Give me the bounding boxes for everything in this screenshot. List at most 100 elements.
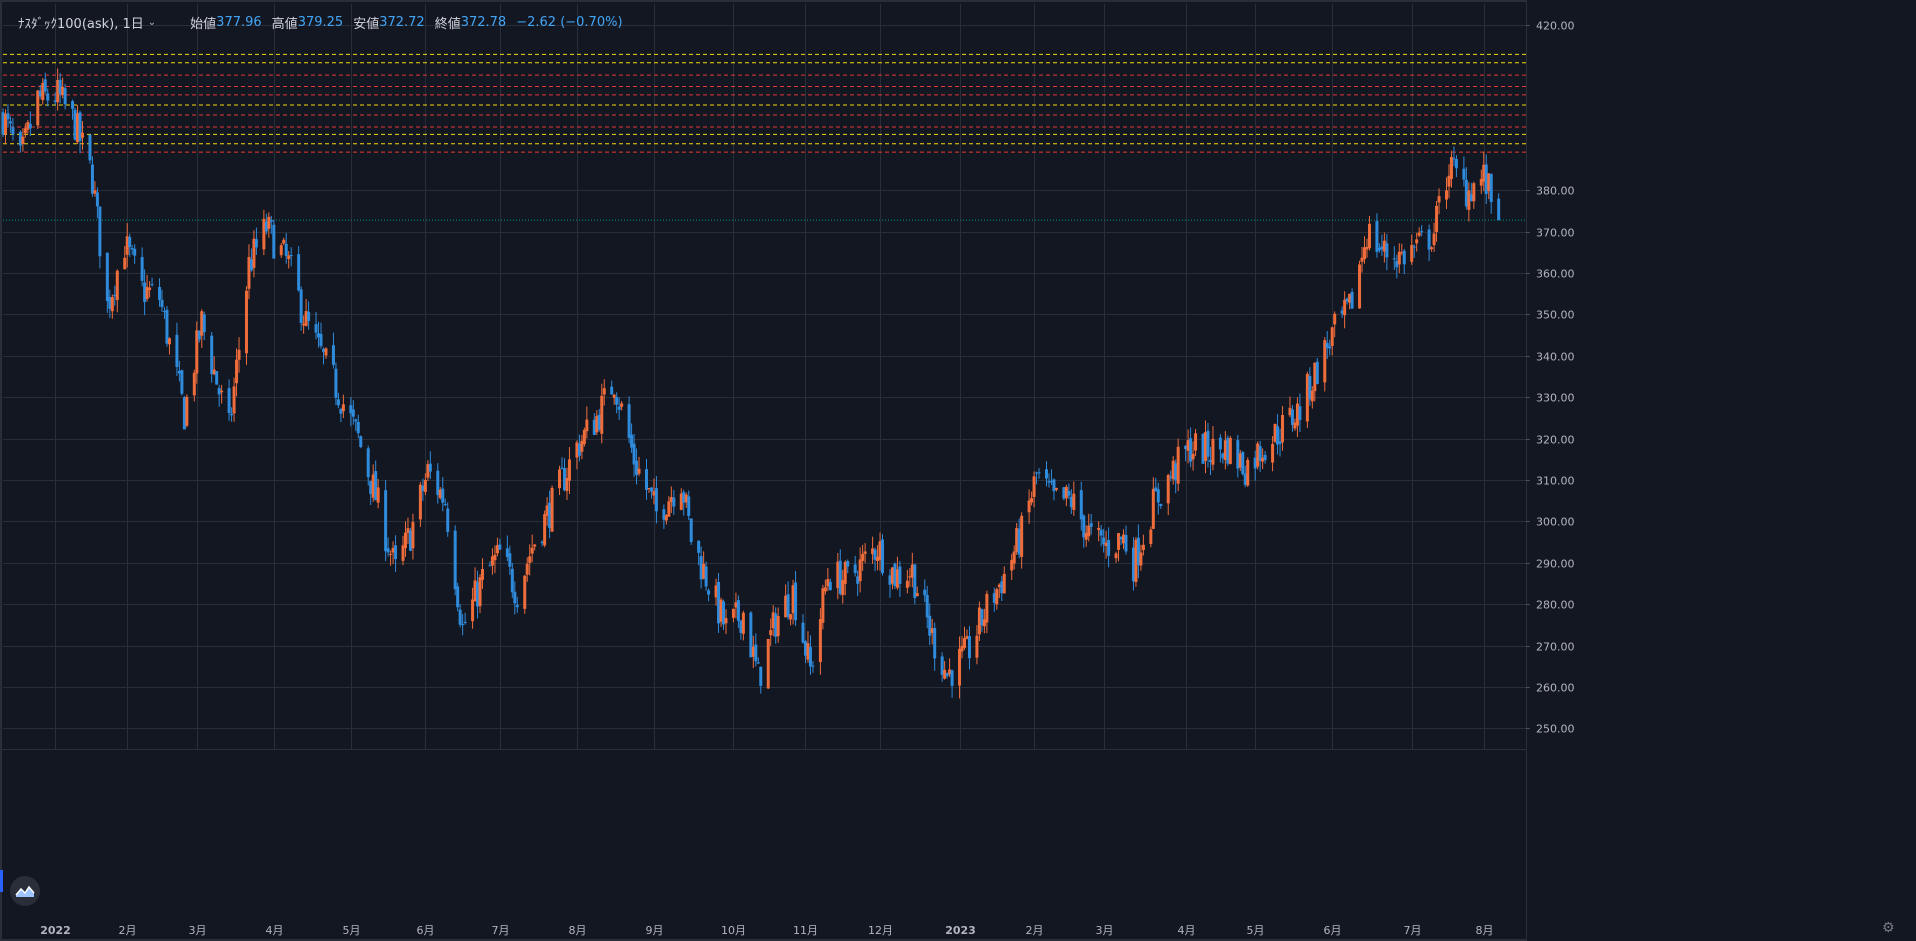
candle-body bbox=[262, 218, 266, 250]
candle-body bbox=[1410, 245, 1414, 262]
candle-body bbox=[925, 595, 929, 618]
candle-body bbox=[232, 386, 236, 414]
candle-body bbox=[341, 404, 345, 412]
candle-body bbox=[167, 338, 171, 345]
time-tick-label: 4月 bbox=[1178, 924, 1196, 937]
candle-body bbox=[1087, 525, 1091, 537]
candle-body bbox=[197, 331, 201, 340]
price-axis[interactable]: 250.00 260.00 270.00 280.00 290.00 300.00 310.… bbox=[1526, 0, 1916, 941]
candle-body bbox=[95, 192, 99, 207]
high-label: 高値 bbox=[271, 17, 298, 32]
candle-body bbox=[1288, 407, 1292, 416]
candle-body bbox=[8, 121, 12, 124]
candle-body bbox=[1134, 539, 1138, 583]
change-value: −2.62 (−0.70%) bbox=[516, 15, 623, 30]
price-tick-label: 310.00 bbox=[1536, 475, 1575, 488]
candle-body bbox=[307, 311, 311, 321]
candle-body bbox=[1228, 438, 1232, 465]
candle-body bbox=[1246, 459, 1250, 486]
candle-body bbox=[992, 593, 996, 603]
candle-body bbox=[1400, 252, 1404, 254]
candle-body bbox=[843, 561, 847, 584]
candle-body bbox=[644, 469, 648, 490]
candle-body bbox=[794, 582, 798, 621]
gear-icon[interactable]: ⚙ bbox=[1882, 920, 1895, 936]
candle-body bbox=[736, 600, 740, 621]
candle-body bbox=[284, 243, 288, 256]
candle-body bbox=[543, 514, 547, 546]
candle-body bbox=[438, 489, 442, 498]
candle-body bbox=[786, 594, 790, 618]
candle-body bbox=[1482, 164, 1486, 182]
candle-body bbox=[719, 599, 723, 622]
candle-body bbox=[56, 79, 60, 103]
candle-body bbox=[349, 405, 353, 414]
time-tick-label: 2月 bbox=[1026, 924, 1044, 937]
horizontal-levels[interactable]: 412.82407.82405.07403.04398.17395.27391.… bbox=[3, 48, 1565, 227]
candle-body bbox=[6, 113, 10, 120]
candle-body bbox=[1382, 240, 1386, 252]
candle-body bbox=[789, 614, 793, 620]
candle-body bbox=[908, 576, 912, 578]
price-tick-label: 280.00 bbox=[1536, 599, 1575, 612]
candle-body bbox=[1462, 168, 1466, 180]
candle-body bbox=[741, 612, 745, 634]
candle-body bbox=[371, 474, 375, 498]
symbol-title[interactable]: ﾅｽﾀﾞｯｸ100(ask), 1日 bbox=[18, 17, 144, 32]
candle-body bbox=[322, 349, 326, 352]
candle-body bbox=[1449, 157, 1453, 179]
candle-body bbox=[562, 468, 566, 491]
candle-body bbox=[1114, 553, 1118, 559]
tradingview-logo-icon[interactable] bbox=[10, 876, 40, 906]
candle-body bbox=[1415, 239, 1419, 244]
candle-body bbox=[1032, 476, 1036, 497]
grid bbox=[3, 4, 1526, 749]
candle-body bbox=[71, 101, 75, 109]
candle-body bbox=[724, 618, 728, 624]
candle-body bbox=[498, 544, 502, 550]
candle-body bbox=[577, 443, 581, 456]
time-tick-label: 10月 bbox=[721, 924, 746, 937]
candle-body bbox=[965, 636, 969, 639]
candle-body bbox=[846, 560, 850, 567]
price-tick-label: 350.00 bbox=[1536, 309, 1575, 322]
candle-body bbox=[841, 580, 845, 595]
candle-body bbox=[1350, 291, 1354, 309]
candle-body bbox=[838, 560, 842, 594]
time-tick-label: 3月 bbox=[189, 924, 207, 937]
candle-body bbox=[145, 287, 149, 299]
candle-body bbox=[873, 549, 877, 560]
candle-body bbox=[766, 638, 770, 689]
candle-body bbox=[90, 164, 94, 194]
candle-body bbox=[58, 79, 62, 95]
price-tick-label: 380.00 bbox=[1536, 185, 1575, 198]
candle-body bbox=[493, 554, 497, 561]
candle-body bbox=[304, 311, 308, 326]
chevron-down-icon[interactable]: ⌄ bbox=[147, 17, 157, 28]
candle-body bbox=[279, 245, 283, 256]
high-value: 379.25 bbox=[297, 15, 344, 30]
price-axis-panel[interactable] bbox=[1526, 0, 1916, 941]
candle-body bbox=[247, 256, 251, 289]
candle-body bbox=[1104, 542, 1108, 546]
candle-body bbox=[408, 530, 412, 551]
candle-body bbox=[1392, 258, 1396, 260]
candle-body bbox=[592, 419, 596, 435]
candle-body bbox=[441, 488, 445, 503]
candle-body bbox=[1079, 490, 1083, 520]
candle-body bbox=[928, 615, 932, 636]
candle-body bbox=[717, 581, 721, 624]
candle-body bbox=[1159, 503, 1163, 507]
candle-body bbox=[1017, 528, 1021, 555]
candle-body bbox=[510, 568, 514, 593]
price-tick-label: 290.00 bbox=[1536, 558, 1575, 571]
time-tick-label: 12月 bbox=[868, 924, 893, 937]
candle-body bbox=[1348, 293, 1352, 303]
candle-body bbox=[682, 492, 686, 503]
candle-body bbox=[1186, 440, 1190, 451]
candle-body bbox=[1363, 247, 1367, 260]
time-axis[interactable]: 2022 2月 3月 4月 5月 6月 7月 8月 9月 10月 11月 12月 2023 2月 3月 4月 5… bbox=[0, 749, 1526, 938]
time-tick-label: 2023 bbox=[945, 924, 976, 937]
candle-body bbox=[997, 584, 1001, 588]
